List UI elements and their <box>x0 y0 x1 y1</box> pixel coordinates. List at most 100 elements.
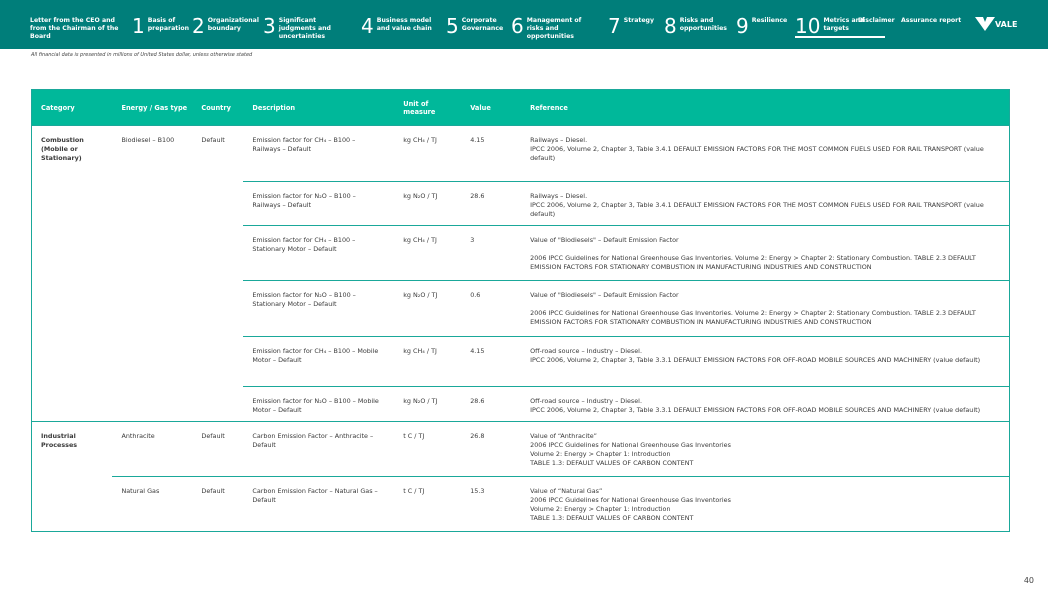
emission-factors-table: Category Energy / Gas type Country Descript… <box>31 89 1010 532</box>
reference-line: TABLE 1.3: DEFAULT VALUES OF CARBON CONT… <box>530 459 694 467</box>
table-row: Emission factor for N₂O – B100 – Mobile … <box>32 386 1010 422</box>
nav-label: Organizational boundary <box>207 17 259 32</box>
nav-label: Risks and opportunities <box>679 17 727 32</box>
column-header: Unit of measure <box>394 89 462 126</box>
unit-cell: t C / TJ <box>394 421 462 477</box>
unit-cell: kg N₂O / TJ <box>394 386 462 422</box>
table-row: Emission factor for N₂O – B100 – Station… <box>32 280 1010 337</box>
nav-item-8[interactable]: 7 Strategy <box>608 14 654 38</box>
unit-cell: kg CH₄ / TJ <box>394 125 462 182</box>
nav-item-12[interactable]: Disclaimer <box>858 17 895 25</box>
nav-label: Basis of preparation <box>147 17 189 32</box>
reference-line: TABLE 1.3: DEFAULT VALUES OF CARBON CONT… <box>530 514 694 522</box>
nav-label: Resilience <box>751 17 788 24</box>
reference-line: 2006 IPCC Guidelines for National Greenh… <box>530 254 976 271</box>
nav-label: Assurance report <box>901 17 962 24</box>
reference-line: IPCC 2006, Volume 2, Chapter 3, Table 3.… <box>530 356 981 364</box>
value-cell: 4.15 <box>461 125 522 182</box>
reference-cell: Railways – Diesel. IPCC 2006, Volume 2, C… <box>521 125 1010 182</box>
table-row: Emission factor for CH₄ – B100 – Mobile … <box>32 336 1010 387</box>
column-header: Reference <box>521 89 1010 126</box>
nav-item-3[interactable]: 2 Organizational boundary <box>192 14 270 38</box>
top-navigation: Letter from the CEO and from the Chairma… <box>0 0 1048 49</box>
reference-cell: Value of “Natural Gas” 2006 IPCC Guidelin… <box>521 476 1010 532</box>
value-cell: 0.6 <box>461 280 522 337</box>
reference-line: Volume 2: Energy > Chapter 1: Introducti… <box>530 505 671 513</box>
description-cell: Emission factor for CH₄ – B100 – Railway… <box>243 125 395 182</box>
reference-line <box>530 300 989 309</box>
nav-item-1[interactable]: Letter from the CEO and from the Chairma… <box>30 17 130 41</box>
page-number: 40 <box>1023 576 1034 585</box>
reference-line: Value of "Biodiesels" – Default Emission… <box>530 291 679 299</box>
reference-cell: Off-road source – Industry – Diesel. IPCC… <box>521 386 1010 422</box>
value-cell: 26.8 <box>461 421 522 477</box>
energy-cell: Biodiesel – B100 <box>112 125 193 422</box>
description-cell: Emission factor for N₂O – B100 – Station… <box>243 280 395 337</box>
value-cell: 28.6 <box>461 181 522 226</box>
reference-cell: Value of “Anthracite” 2006 IPCC Guideline… <box>521 421 1010 477</box>
nav-label: Disclaimer <box>858 17 895 24</box>
value-cell: 28.6 <box>461 386 522 422</box>
vale-logo[interactable]: VALE <box>975 17 1017 31</box>
description-cell: Emission factor for CH₄ – B100 – Mobile … <box>243 336 395 387</box>
value-cell: 15.3 <box>461 476 522 532</box>
nav-number: 3 <box>263 14 276 38</box>
nav-label: Business model and value chain <box>376 17 432 32</box>
unit-cell: t C / TJ <box>394 476 462 532</box>
nav-item-7[interactable]: 6 Management of risks and opportunities <box>511 16 589 41</box>
description-cell: Carbon Emission Factor – Natural Gas – D… <box>243 476 395 532</box>
nav-item-13[interactable]: Assurance report <box>901 17 961 25</box>
nav-item-11[interactable]: 10 Metrics and targets <box>795 14 886 38</box>
table-row: Natural Gas Default Carbon Emission Factor… <box>32 476 1010 532</box>
reference-line: Value of "Biodiesels" – Default Emission… <box>530 236 679 244</box>
reference-line: IPCC 2006, Volume 2, Chapter 3, Table 3.… <box>530 145 984 162</box>
nav-item-10[interactable]: 9 Resilience <box>736 16 788 36</box>
nav-item-5[interactable]: 4 Business model and value chain <box>361 14 439 38</box>
nav-item-6[interactable]: 5 Corporate Governance <box>446 14 524 38</box>
reference-cell: Off-road source – Industry – Diesel. IPCC… <box>521 336 1010 387</box>
column-header: Country <box>192 89 244 126</box>
nav-label: Corporate Governance <box>461 17 504 32</box>
reference-line: 2006 IPCC Guidelines for National Greenh… <box>530 441 731 449</box>
logo-text: VALE <box>995 19 1018 29</box>
nav-number: 8 <box>664 14 677 38</box>
reference-line: Off-road source – Industry – Diesel. <box>530 397 642 405</box>
nav-number: 4 <box>361 14 374 38</box>
table-row: Emission factor for CH₄ – B100 – Station… <box>32 225 1010 281</box>
cat-cell: Industrial Processes <box>31 421 113 532</box>
reference-line: Railways – Diesel. <box>530 192 588 200</box>
reference-line: 2006 IPCC Guidelines for National Greenh… <box>530 496 731 504</box>
nav-number: 10 <box>795 14 821 38</box>
reference-line: Railways – Diesel. <box>530 136 588 144</box>
reference-cell: Value of "Biodiesels" – Default Emission… <box>521 280 1010 337</box>
unit-cell: kg N₂O / TJ <box>394 181 462 226</box>
unit-cell: kg N₂O / TJ <box>394 280 462 337</box>
reference-cell: Railways – Diesel. IPCC 2006, Volume 2, C… <box>521 181 1010 226</box>
energy-cell: Natural Gas <box>112 476 193 532</box>
nav-number: 1 <box>132 14 145 38</box>
vale-logo-icon <box>975 17 995 31</box>
nav-item-9[interactable]: 8 Risks and opportunities <box>664 14 742 38</box>
nav-item-2[interactable]: 1 Basis of preparation <box>132 14 210 38</box>
reference-line <box>530 245 989 254</box>
column-header: Category <box>31 89 113 126</box>
nav-number: 2 <box>192 14 205 38</box>
unit-cell: kg CH₄ / TJ <box>394 336 462 387</box>
energy-cell: Anthracite <box>112 421 193 477</box>
description-cell: Emission factor for N₂O – B100 – Mobile … <box>243 386 395 422</box>
nav-label: Letter from the CEO and from the Chairma… <box>30 17 119 40</box>
nav-label: Strategy <box>623 17 654 24</box>
value-cell: 4.15 <box>461 336 522 387</box>
cat-cell: Combustion (Mobile or Stationary) <box>31 125 113 422</box>
reference-line: Volume 2: Energy > Chapter 1: Introducti… <box>530 450 671 458</box>
reference-line: IPCC 2006, Volume 2, Chapter 3, Table 3.… <box>530 406 981 414</box>
reference-line: IPCC 2006, Volume 2, Chapter 3, Table 3.… <box>530 201 984 218</box>
nav-item-4[interactable]: 3 Significant judgments and uncertainties <box>263 14 341 41</box>
nav-number: 7 <box>608 14 621 38</box>
nav-number: 5 <box>446 14 459 38</box>
description-cell: Carbon Emission Factor – Anthracite – De… <box>243 421 395 477</box>
table-row: Combustion (Mobile or Stationary) Biodies… <box>31 125 1010 422</box>
table-row: Industrial Processes Anthracite Default Car… <box>31 421 1010 532</box>
table-row: Emission factor for N₂O – B100 – Railway… <box>32 181 1010 226</box>
nav-label: Significant judgments and uncertainties <box>278 17 331 40</box>
